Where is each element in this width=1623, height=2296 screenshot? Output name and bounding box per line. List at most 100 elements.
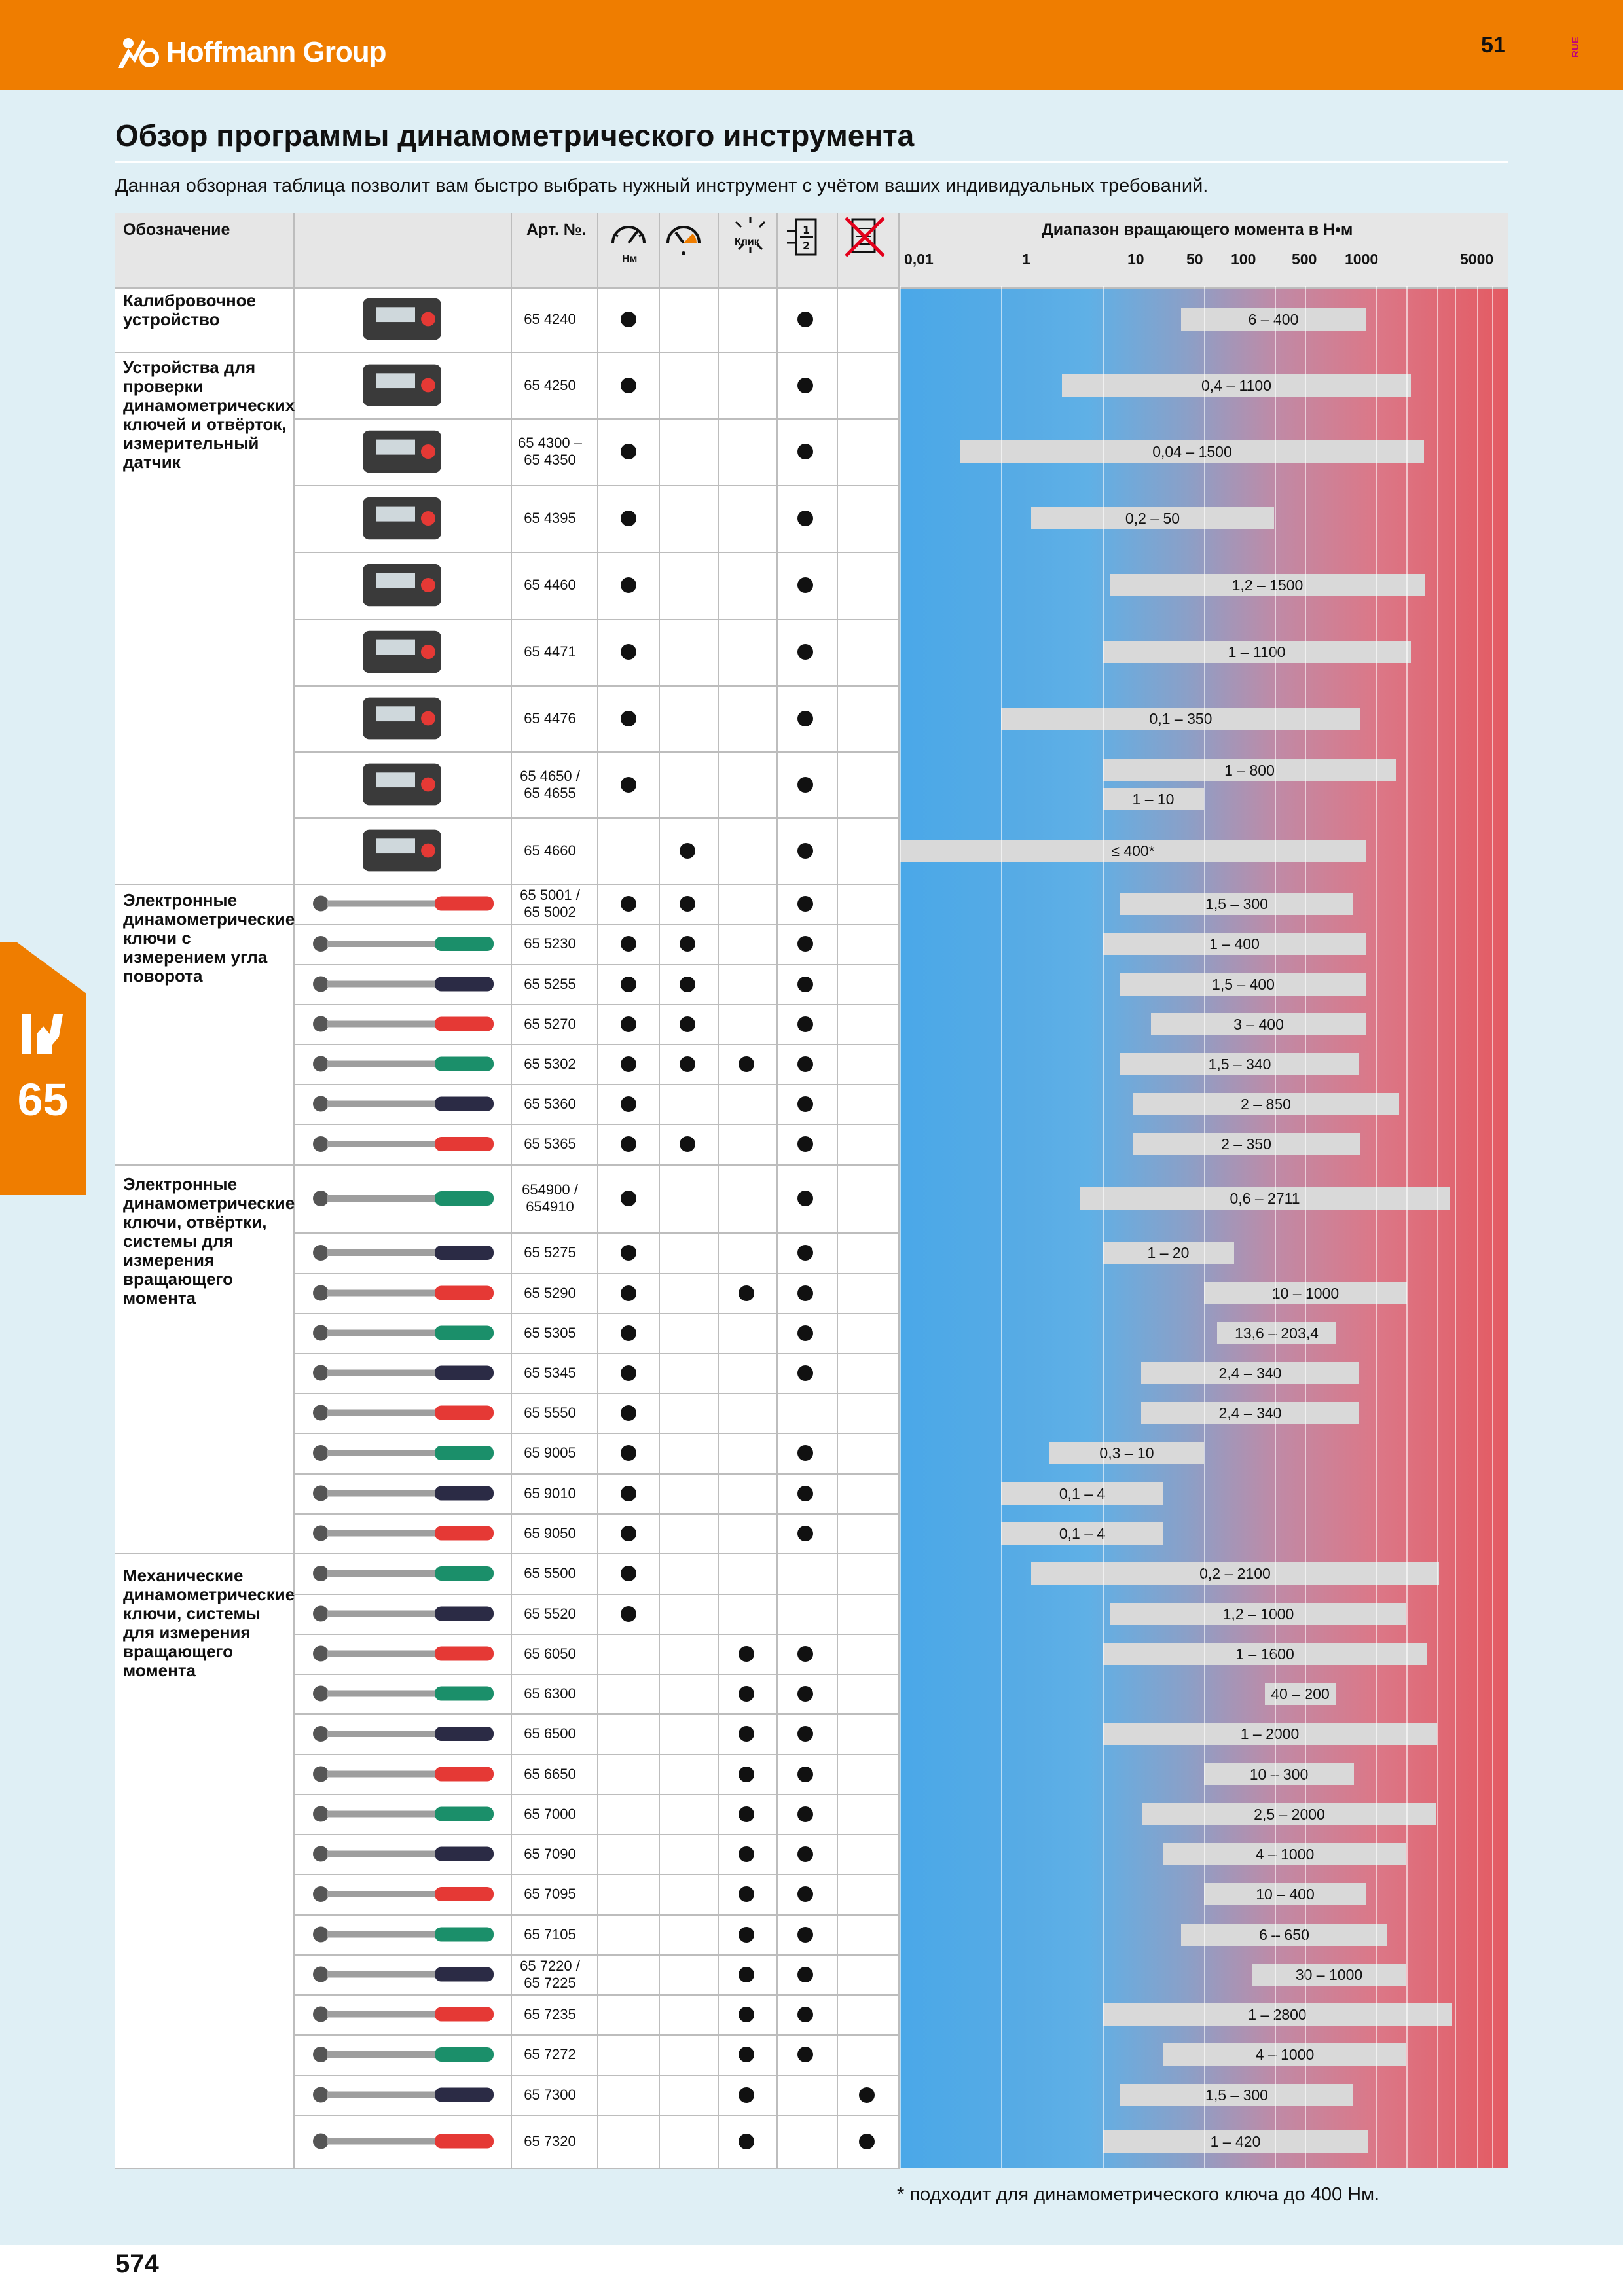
- article-number: 65 7000: [524, 1805, 576, 1822]
- tool-image: [313, 1365, 494, 1381]
- no-scale-icon: [845, 217, 885, 257]
- tool-image: [313, 2006, 494, 2022]
- feature-dot: [797, 644, 813, 660]
- feature-dot: [797, 936, 813, 952]
- article-number: 65 4460: [524, 577, 576, 593]
- feature-dot: [797, 1766, 813, 1782]
- group-label: Калибровочное устройство: [123, 291, 256, 329]
- feature-dot: [621, 895, 636, 912]
- feature-dot: [739, 1285, 754, 1301]
- tool-image: [313, 976, 494, 992]
- article-number: 65 7300: [524, 2086, 576, 2103]
- brand-logo[interactable]: Hoffmann Group: [115, 33, 387, 72]
- feature-dot: [621, 1136, 636, 1152]
- torque-range-bar: 30 – 1000: [1252, 1964, 1406, 1986]
- row-divider: [293, 751, 900, 753]
- chart-gridline: [1455, 286, 1456, 2168]
- tool-image: [313, 1191, 494, 1206]
- table-header: Обозначение Арт. №. Диапазон вращающего …: [115, 213, 1508, 289]
- row-divider: [293, 1004, 900, 1005]
- chart-gridline: [1376, 286, 1377, 2168]
- article-number: 65 7220 / 65 7225: [520, 1957, 580, 1991]
- article-number: 65 7105: [524, 1926, 576, 1943]
- tick-label: 50: [1186, 251, 1203, 268]
- brand-name: Hoffmann Group: [166, 36, 387, 68]
- feature-dot: [797, 1016, 813, 1032]
- tool-image: [313, 1245, 494, 1261]
- chart-gridline: [1492, 286, 1493, 2168]
- article-number: 654900 / 654910: [522, 1181, 578, 1215]
- row-divider: [293, 1674, 900, 1675]
- feature-dot: [859, 2133, 875, 2149]
- torque-range-bar: 10 – 400: [1204, 1883, 1366, 1905]
- row-divider: [115, 1553, 900, 1554]
- tool-image: [363, 829, 441, 872]
- column-divider: [837, 213, 838, 2168]
- feature-dot: [739, 2087, 754, 2103]
- feature-dot: [621, 511, 636, 526]
- feature-dot: [621, 444, 636, 459]
- chapter-tab[interactable]: 65: [0, 942, 86, 1195]
- row-divider: [115, 2168, 900, 2169]
- article-number: 65 5360: [524, 1095, 576, 1112]
- feature-dot: [739, 1726, 754, 1742]
- torque-range-bar: 2,4 – 340: [1141, 1362, 1359, 1384]
- page-title: Обзор программы динамометрического инстр…: [115, 118, 915, 152]
- click-icon: [735, 217, 766, 253]
- row-divider: [293, 1834, 900, 1835]
- tool-image: [363, 564, 441, 607]
- feature-dot: [739, 2047, 754, 2062]
- torque-range-bar: 1,5 – 300: [1120, 2084, 1353, 2106]
- feature-dot: [739, 1685, 754, 1702]
- feature-dot: [680, 936, 695, 952]
- feature-dot: [621, 1485, 636, 1501]
- tick-label: 5000: [1460, 251, 1494, 268]
- feature-dot: [621, 1056, 636, 1072]
- article-number: 65 5345: [524, 1364, 576, 1381]
- row-divider: [293, 1124, 900, 1125]
- row-divider: [293, 1794, 900, 1795]
- chart-gridline: [1001, 286, 1002, 2168]
- column-divider: [511, 213, 512, 2168]
- chart-gridline: [1437, 286, 1438, 2168]
- feature-dot: [797, 2047, 813, 2062]
- tool-image: [313, 1806, 494, 1822]
- feature-dot: [621, 710, 636, 726]
- tick-label: 500: [1292, 251, 1317, 268]
- article-number: 65 5001 / 65 5002: [520, 886, 580, 920]
- tool-image: [313, 1405, 494, 1421]
- torque-range-bar: 0,2 – 2100: [1031, 1562, 1439, 1585]
- article-number: 65 5365: [524, 1136, 576, 1152]
- article-number: 65 5275: [524, 1244, 576, 1261]
- feature-dot: [621, 1016, 636, 1032]
- row-divider: [293, 924, 900, 925]
- row-divider: [293, 1634, 900, 1635]
- column-divider: [659, 213, 660, 2168]
- torque-range-bar: 13,6 – 203,4: [1217, 1322, 1336, 1344]
- page-subtitle: Данная обзорная таблица позволит вам быс…: [115, 175, 1209, 196]
- feature-dot: [621, 1445, 636, 1461]
- group-label: Электронные динамометрические ключи с из…: [123, 890, 295, 986]
- torque-range-bar: 40 – 200: [1265, 1683, 1336, 1705]
- chapter-number: 65: [17, 1074, 69, 1125]
- tool-image: [313, 936, 494, 952]
- row-divider: [293, 1513, 900, 1515]
- feature-dot: [797, 1191, 813, 1206]
- torque-range-bar: 1 – 1600: [1103, 1643, 1427, 1665]
- svg-text:2: 2: [803, 240, 810, 252]
- hoffmann-logo-icon: [118, 38, 159, 68]
- tool-image: [313, 895, 494, 912]
- torque-range-bar: 0,1 – 4: [1001, 1522, 1163, 1545]
- row-divider: [115, 884, 900, 885]
- row-divider: [293, 1473, 900, 1475]
- article-number: 65 9010: [524, 1484, 576, 1501]
- article-number: 65 4250: [524, 376, 576, 393]
- tick-label: 0,01: [904, 251, 934, 268]
- tool-image: [313, 1056, 494, 1072]
- feature-dot: [797, 1485, 813, 1501]
- tool-image: [313, 1566, 494, 1581]
- feature-dot: [621, 1245, 636, 1261]
- feature-dot: [739, 1056, 754, 1072]
- feature-dot: [797, 444, 813, 459]
- feature-dot: [621, 377, 636, 393]
